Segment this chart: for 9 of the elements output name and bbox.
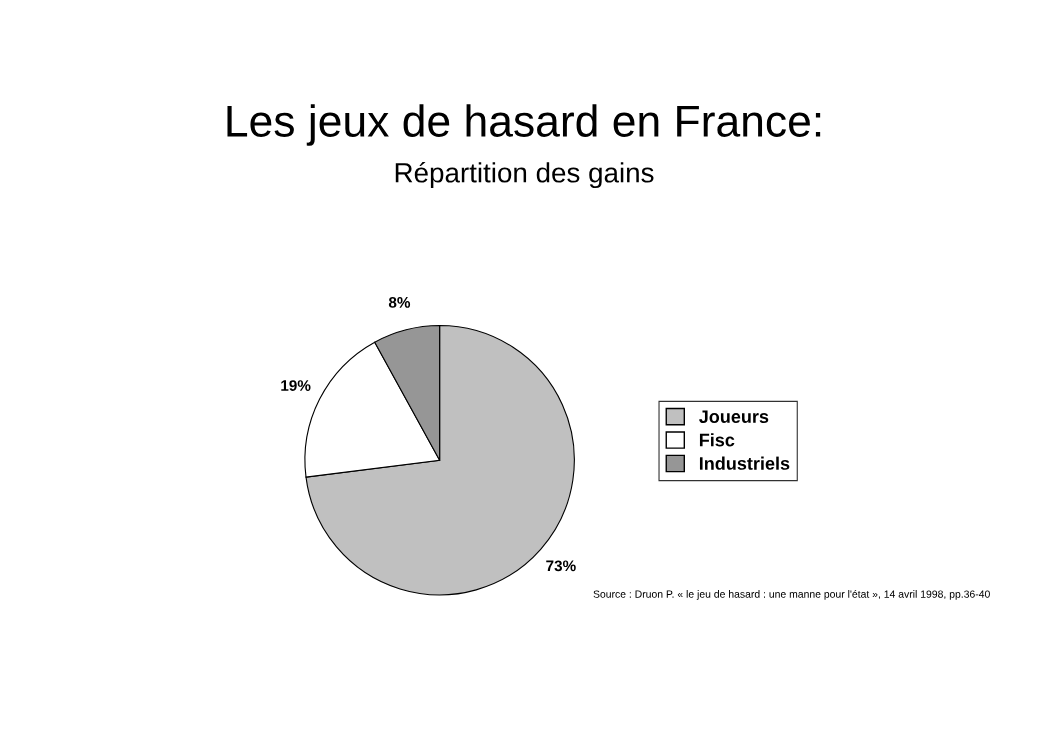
chart-subtitle: Répartition des gains (395, 161, 654, 189)
chart-title: Les jeux de hasard en France: (227, 104, 821, 146)
data-label: 73% (546, 560, 576, 572)
legend-label: Joueurs (699, 410, 769, 424)
data-label: 19% (281, 380, 311, 391)
legend-label: Industriels (699, 456, 790, 470)
legend-label: Fisc (699, 433, 735, 447)
source-note: Source : Druon P. « le jeu de hasard : une manne pour l'état », 14 avril 1998, pp.36-40 (593, 590, 990, 600)
data-label: 8% (388, 296, 411, 308)
